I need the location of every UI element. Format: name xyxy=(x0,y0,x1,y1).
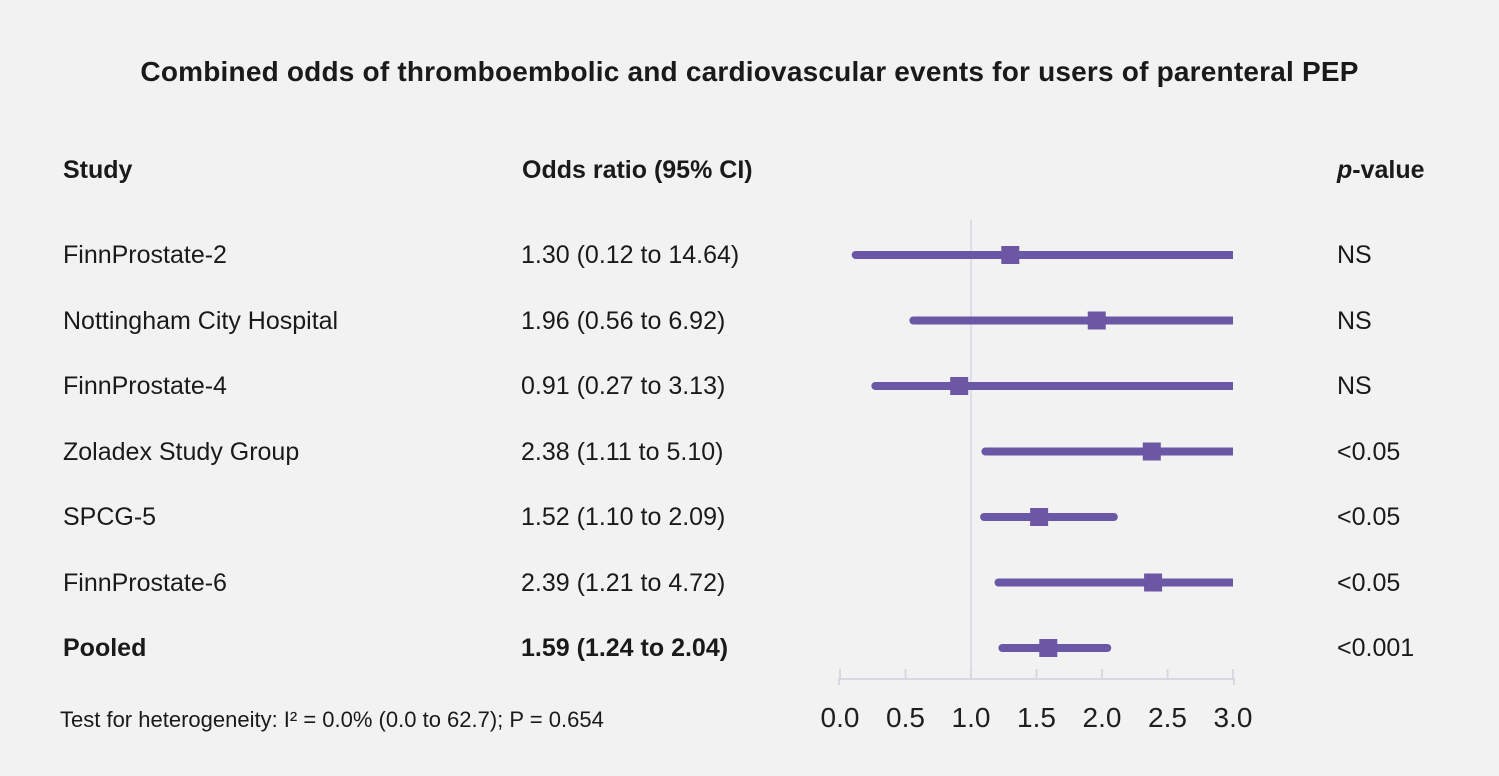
study-label: FinnProstate-6 xyxy=(63,568,227,597)
study-label: FinnProstate-2 xyxy=(63,241,227,269)
estimate-marker xyxy=(1144,573,1163,592)
p-value-label: <0.001 xyxy=(1337,634,1415,662)
ci-line-cap xyxy=(994,578,1003,587)
column-header-p-value: p-value xyxy=(1337,154,1425,186)
p-value-label: NS xyxy=(1337,306,1372,335)
odds-ratio-label: 2.39 (1.21 to 4.72) xyxy=(521,568,726,597)
estimate-marker xyxy=(950,377,969,395)
odds-ratio-label: 1.59 (1.24 to 2.04) xyxy=(521,634,729,662)
p-value-label: <0.05 xyxy=(1337,503,1401,531)
axis-tick-label: 1.0 xyxy=(952,702,991,733)
p-value-label: NS xyxy=(1337,241,1372,269)
odds-ratio-label: 0.91 (0.27 to 3.13) xyxy=(521,372,726,400)
column-header-odds-ratio: Odds ratio (95% CI) xyxy=(522,156,753,184)
ci-line-cap xyxy=(871,382,880,390)
axis-tick-label: 3.0 xyxy=(1214,702,1253,733)
p-value-label: <0.05 xyxy=(1337,437,1401,466)
chart-title: Combined odds of thromboembolic and card… xyxy=(140,56,1359,87)
ci-line-cap xyxy=(980,513,989,521)
axis-tick-label: 2.0 xyxy=(1083,702,1122,733)
p-value-header-rest: -value xyxy=(1352,156,1425,184)
ci-line-cap xyxy=(1103,644,1112,652)
odds-ratio-label: 2.38 (1.11 to 5.10) xyxy=(521,437,724,466)
p-value-label: NS xyxy=(1337,372,1372,400)
estimate-marker xyxy=(1142,442,1161,461)
study-label: Nottingham City Hospital xyxy=(63,306,339,335)
study-label: Pooled xyxy=(63,634,147,662)
column-header-study: Study xyxy=(63,156,133,184)
odds-ratio-label: 1.52 (1.10 to 2.09) xyxy=(521,503,726,531)
axis-tick-label: 0.5 xyxy=(886,702,925,733)
estimate-marker xyxy=(1039,639,1058,657)
study-label: SPCG-5 xyxy=(63,503,157,531)
p-value-label: <0.05 xyxy=(1337,568,1401,597)
axis-tick-label: 0.0 xyxy=(821,702,860,733)
odds-ratio-label: 1.30 (0.12 to 14.64) xyxy=(521,241,740,269)
p-value-header-italic-p: p xyxy=(1337,156,1353,184)
estimate-marker xyxy=(1001,246,1020,264)
x-axis xyxy=(838,678,1235,685)
axis-tick-label: 2.5 xyxy=(1148,702,1187,733)
ci-line-cap xyxy=(909,316,918,325)
estimate-marker xyxy=(1030,508,1049,526)
heterogeneity-footnote: Test for heterogeneity: I² = 0.0% (0.0 t… xyxy=(60,707,604,732)
ci-line-cap xyxy=(1109,513,1118,521)
odds-ratio-label: 1.96 (0.56 to 6.92) xyxy=(521,306,726,335)
ci-line-cap xyxy=(998,644,1007,652)
study-label: FinnProstate-4 xyxy=(63,372,227,400)
study-label: Zoladex Study Group xyxy=(63,437,300,466)
ci-line-cap xyxy=(851,251,860,259)
estimate-marker xyxy=(1087,311,1106,330)
ci-line-cap xyxy=(981,447,990,456)
axis-tick-label: 1.5 xyxy=(1017,702,1056,733)
